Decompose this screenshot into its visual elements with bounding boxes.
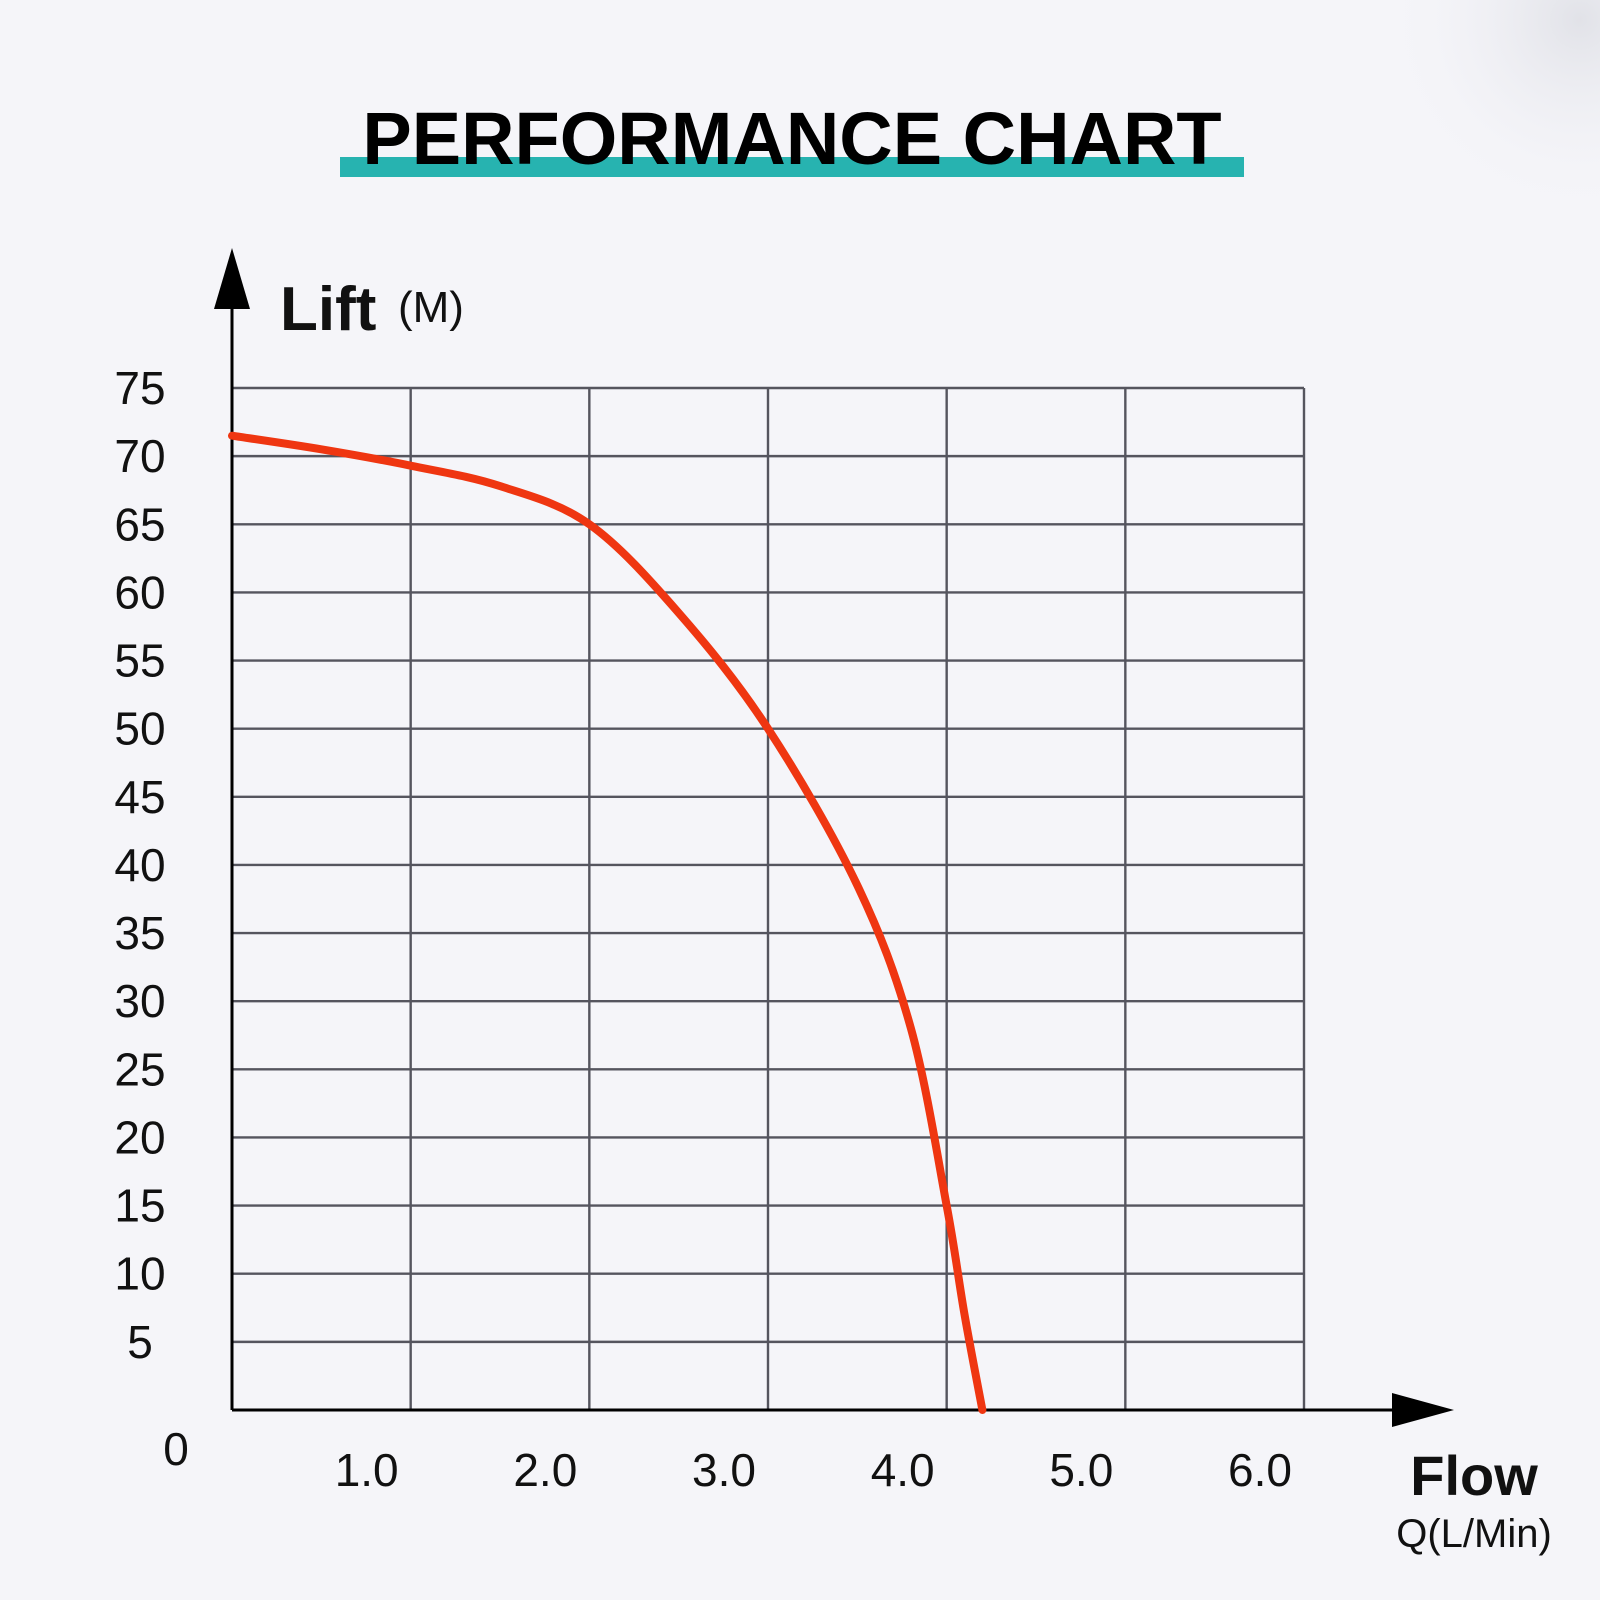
y-tick-label: 20 <box>114 1111 165 1163</box>
y-axis-unit: (M) <box>398 283 464 332</box>
x-tick-label: 3.0 <box>692 1444 756 1496</box>
y-tick-label: 25 <box>114 1043 165 1095</box>
y-tick-label: 30 <box>114 975 165 1027</box>
axes <box>214 248 1454 1427</box>
x-tick-label: 1.0 <box>335 1444 399 1496</box>
x-tick-label: 2.0 <box>513 1444 577 1496</box>
background-texture <box>1200 0 1600 400</box>
x-axis-unit: Q(L/Min) <box>1396 1512 1552 1556</box>
y-tick-label: 55 <box>114 635 165 687</box>
y-tick-label: 75 <box>114 362 165 414</box>
y-tick-label: 5 <box>127 1316 153 1368</box>
y-tick-label: 10 <box>114 1248 165 1300</box>
y-axis-title: Lift <box>280 275 376 344</box>
x-axis-arrow <box>1392 1393 1454 1427</box>
grid <box>232 386 1306 1410</box>
x-tick-label: 4.0 <box>871 1444 935 1496</box>
title-underline <box>340 157 1244 177</box>
x-tick-label: 5.0 <box>1049 1444 1113 1496</box>
x-axis-title: Flow <box>1410 1444 1538 1507</box>
y-axis-arrow <box>214 248 250 309</box>
series <box>228 431 987 1414</box>
y-tick-label: 35 <box>114 907 165 959</box>
series-line <box>228 431 987 1414</box>
x-tick-labels: 1.0 2.0 3.0 4.0 5.0 6.0 <box>335 1444 1292 1496</box>
x-tick-label: 6.0 <box>1228 1444 1292 1496</box>
y-tick-label: 65 <box>114 498 165 550</box>
y-tick-label: 50 <box>114 703 165 755</box>
y-tick-labels: 5 10 15 20 25 30 35 40 45 50 55 60 65 70 75 <box>114 362 165 1368</box>
y-tick-label: 60 <box>114 566 165 618</box>
origin-label: 0 <box>163 1423 189 1475</box>
y-tick-label: 40 <box>114 839 165 891</box>
y-tick-label: 70 <box>114 430 165 482</box>
y-tick-label: 15 <box>114 1180 165 1232</box>
y-tick-label: 45 <box>114 771 165 823</box>
chart-title: PERFORMANCE CHART <box>362 97 1221 180</box>
